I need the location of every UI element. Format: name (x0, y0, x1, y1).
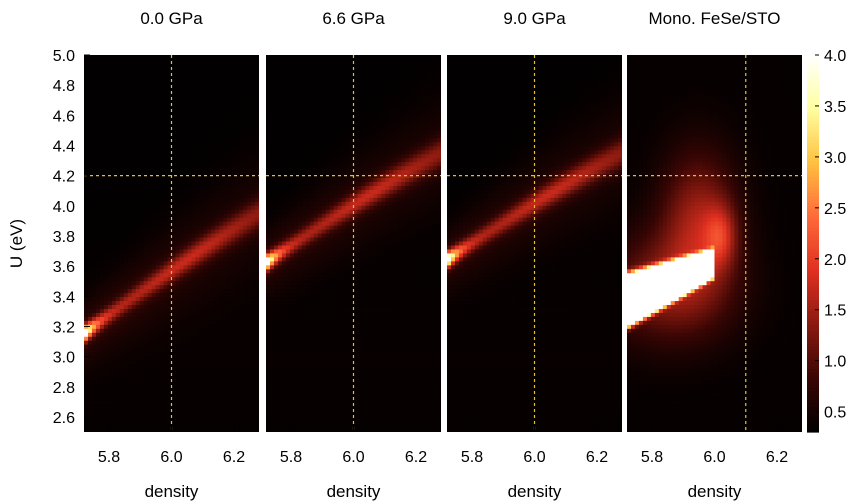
x-axis-label: density (145, 482, 199, 501)
colorbar-tick-label: 0.5 (824, 405, 846, 422)
colorbar-tick-label: 1.5 (824, 303, 846, 320)
panel-title: 6.6 GPa (322, 9, 385, 28)
x-tick-label: 6.2 (223, 449, 245, 466)
x-tick-label: 5.8 (461, 449, 483, 466)
colorbar: 0.5 1.0 1.5 2.0 2.5 3.0 3.5 4.0 (807, 48, 846, 433)
y-tick-label: 4.4 (53, 138, 75, 155)
y-tick-label: 3.0 (53, 350, 75, 367)
colorbar-tick-label: 1.0 (824, 354, 846, 371)
panels: 0.0 GPa 5.8 6.0 6.2 density 6.6 GPa 5.8 6.0 6.2 d… (84, 9, 802, 501)
x-tick-label: 6.2 (586, 449, 608, 466)
panel-title: 9.0 GPa (503, 9, 566, 28)
panel-4: Mono. FeSe/STO 5.8 6.0 6.2 density (627, 9, 802, 501)
y-tick-label: 2.8 (53, 380, 75, 397)
y-tick-label: 3.8 (53, 229, 75, 246)
x-tick-label: 6.0 (523, 449, 545, 466)
colorbar-tick-label: 2.5 (824, 201, 846, 218)
y-axis-label: U (eV) (7, 219, 26, 268)
y-tick-label: 2.6 (53, 410, 75, 427)
heatmap-3 (447, 55, 622, 432)
panel-1: 0.0 GPa 5.8 6.0 6.2 density (84, 9, 259, 501)
heatmap-4 (627, 55, 802, 432)
colorbar-tick-label: 3.0 (824, 150, 846, 167)
x-tick-label: 6.0 (160, 449, 182, 466)
x-tick-label: 5.8 (280, 449, 302, 466)
colorbar-tick-label: 4.0 (824, 48, 846, 65)
x-tick-label: 5.8 (641, 449, 663, 466)
colorbar-tick-label: 3.5 (824, 99, 846, 116)
x-tick-label: 6.2 (766, 449, 788, 466)
y-axis: 2.6 2.8 3.0 3.2 3.4 3.6 3.8 4.0 4.2 4.4 4.6 4.8 5.0 U… (7, 48, 90, 427)
y-tick-label: 4.8 (53, 78, 75, 95)
y-tick-label: 4.2 (53, 169, 75, 186)
y-tick-label: 4.0 (53, 199, 75, 216)
y-tick-label: 5.0 (53, 48, 75, 65)
y-tick-label: 3.6 (53, 259, 75, 276)
x-tick-label: 5.8 (98, 449, 120, 466)
x-axis-label: density (688, 482, 742, 501)
panel-title: Mono. FeSe/STO (649, 9, 781, 28)
x-axis-label: density (508, 482, 562, 501)
x-axis-label: density (327, 482, 381, 501)
x-tick-label: 6.0 (703, 449, 725, 466)
y-tick-label: 3.2 (53, 319, 75, 336)
colorbar-tick-label: 2.0 (824, 252, 846, 269)
panel-2: 6.6 GPa 5.8 6.0 6.2 density (266, 9, 441, 501)
y-tick-label: 4.6 (53, 108, 75, 125)
panel-3: 9.0 GPa 5.8 6.0 6.2 density (447, 9, 622, 501)
x-tick-label: 6.2 (405, 449, 427, 466)
y-tick-label: 3.4 (53, 289, 75, 306)
panel-title: 0.0 GPa (140, 9, 203, 28)
x-tick-label: 6.0 (342, 449, 364, 466)
